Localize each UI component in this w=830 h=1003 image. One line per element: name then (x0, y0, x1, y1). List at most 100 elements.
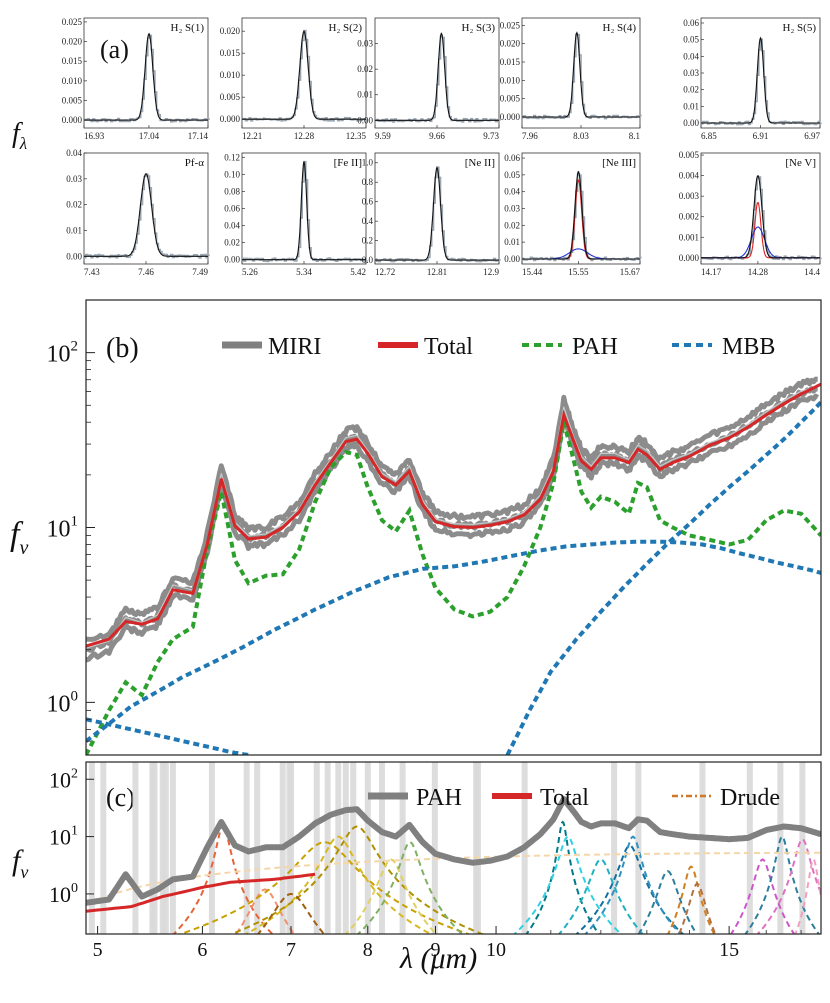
y-tick-label: 0.00 (504, 254, 520, 264)
drude-component-10 (513, 835, 623, 934)
legend-total-label: Total (540, 785, 589, 811)
x-tick-label: 5.42 (350, 267, 366, 277)
subplot-6: 0.00 0.01 0.02 0.03 0.04 7.43 7.46 7.49 Pf-α (66, 148, 210, 277)
x-tick-label: 5.26 (242, 267, 258, 277)
y-tick-label: 0.03 (683, 68, 699, 78)
subplot-10: 0.000 0.001 0.002 0.003 0.004 0.005 14.17 14.28… (679, 150, 822, 277)
x-tick-label: 15.44 (522, 267, 543, 277)
subplot-model-line (375, 166, 499, 261)
subplot-title: H₂ S(5) (783, 22, 817, 34)
y-tick-label: 0.00 (224, 255, 240, 265)
emission-line-band (611, 762, 618, 934)
y-tick-label: 0.04 (224, 221, 240, 231)
subplot-5: 0.00 0.01 0.02 0.03 0.04 0.05 0.06 6.85 6.91 6.97… (683, 17, 822, 141)
subplot-title: H₂ S(2) (329, 22, 363, 34)
y-tick-base: 10 (49, 767, 71, 792)
y-tick-label: 102 (47, 339, 79, 368)
subplot-model-line (522, 31, 640, 118)
x-tick-label: 5.34 (296, 267, 312, 277)
x-tick-label: 15.55 (568, 267, 589, 277)
y-tick-label: 0.06 (683, 18, 699, 28)
y-tick-label: 102 (49, 766, 78, 792)
y-tick-label: 0.005 (220, 92, 241, 102)
panel-a: fλ 0.000 0.005 0.010 0.015 0.020 0.025 16.93 17… (12, 17, 822, 277)
y-tick-label: 0.00 (683, 118, 699, 128)
x-tick-label: 8.03 (573, 131, 589, 141)
emission-line-band (151, 762, 158, 934)
y-tick-label: 0.02 (357, 64, 373, 74)
x-tick-label: 12.35 (346, 131, 367, 141)
x-tick-label: 15.67 (620, 267, 641, 277)
y-tick-label: 0.6 (362, 197, 374, 207)
legend-pah-label: PAH (416, 785, 462, 811)
x-tick-label: 6.85 (701, 131, 717, 141)
y-tick-label: 0.8 (362, 177, 374, 187)
subplot-title: [Ne III] (602, 157, 636, 169)
panel-c-frame (85, 761, 822, 935)
y-tick-label: 101 (47, 514, 79, 543)
y-tick-label: 0.003 (679, 191, 700, 201)
y-tick-label: 0.020 (62, 37, 83, 47)
drude-component-5 (229, 825, 485, 934)
series-mbb-cold-line (86, 717, 249, 755)
subplot-title: [Ne II] (465, 157, 495, 169)
series-total-line (86, 872, 316, 913)
panel-a-label: (a) (100, 35, 129, 64)
subplot-frame (700, 152, 821, 265)
emission-line-band (342, 762, 349, 934)
emission-line-band (288, 762, 295, 934)
y-tick-label: 0.10 (224, 169, 240, 179)
y-tick-label: 0.005 (679, 150, 700, 160)
subplot-title: H₂ S(4) (603, 22, 637, 34)
legend-miri-label: MIRI (268, 334, 321, 360)
x-tick-label: 12.81 (427, 267, 447, 277)
x-tick-label: 7.49 (192, 267, 208, 277)
y-tick-label: 0.03 (504, 204, 520, 214)
y-tick-label: 0.04 (66, 148, 82, 158)
y-tick-label: 0.025 (500, 20, 521, 30)
y-tick-label: 0.05 (504, 170, 520, 180)
y-tick-label: 0.01 (683, 101, 699, 111)
drude-component-17 (729, 858, 796, 934)
panel-c-legend: PAH Total Drude (368, 785, 780, 811)
subplot-model-line (84, 172, 208, 257)
x-tick-label: 9.66 (429, 131, 445, 141)
y-tick-label: 0.000 (679, 253, 700, 263)
x-tick-label: 7.46 (138, 267, 154, 277)
series-pah-line (86, 421, 821, 755)
y-tick-label: 0.00 (66, 251, 82, 261)
drude-component-2 (235, 888, 296, 934)
x-tick-label: 14.28 (748, 267, 769, 277)
x-tick-label: 8 (363, 939, 373, 961)
y-tick-label: 0.005 (500, 94, 521, 104)
panel-b-legend: MIRI Total PAH MBB (222, 334, 775, 360)
x-tick-label: 9.59 (375, 131, 391, 141)
emission-line-band (335, 762, 342, 934)
drude-component-1 (172, 823, 274, 934)
subplot-4: 0.000 0.005 0.010 0.015 0.020 0.025 7.96 8.03 8.… (500, 17, 642, 141)
y-tick-label: 1.0 (362, 158, 374, 168)
emission-line-band (399, 762, 406, 934)
series-mbb-line (86, 539, 821, 743)
y-tick-label: 0.015 (500, 57, 521, 67)
subplot-model-line (701, 36, 820, 124)
panel-c-plot-area (86, 762, 821, 934)
x-tick-label: 6.91 (753, 131, 769, 141)
y-tick-exponent: 1 (71, 514, 79, 530)
drude-component-6 (344, 858, 438, 934)
subplot-1: 0.000 0.005 0.010 0.015 0.020 0.025 16.93 17.04… (62, 17, 210, 141)
x-tick-label: 8.1 (629, 131, 640, 141)
drude-continuum-line (97, 851, 821, 901)
legend-drude-label: Drude (720, 785, 780, 811)
emission-line-band (132, 762, 139, 934)
x-tick-label: 9.73 (483, 131, 499, 141)
y-tick-label: 0.010 (500, 75, 521, 85)
emission-line-band (162, 762, 169, 934)
y-tick-label: 0.0 (362, 255, 374, 265)
y-tick-label: 0.02 (66, 200, 82, 210)
subplot-title: [Ne V] (785, 157, 816, 169)
y-tick-label: 100 (49, 881, 78, 907)
y-tick-label: 0.010 (220, 70, 241, 80)
